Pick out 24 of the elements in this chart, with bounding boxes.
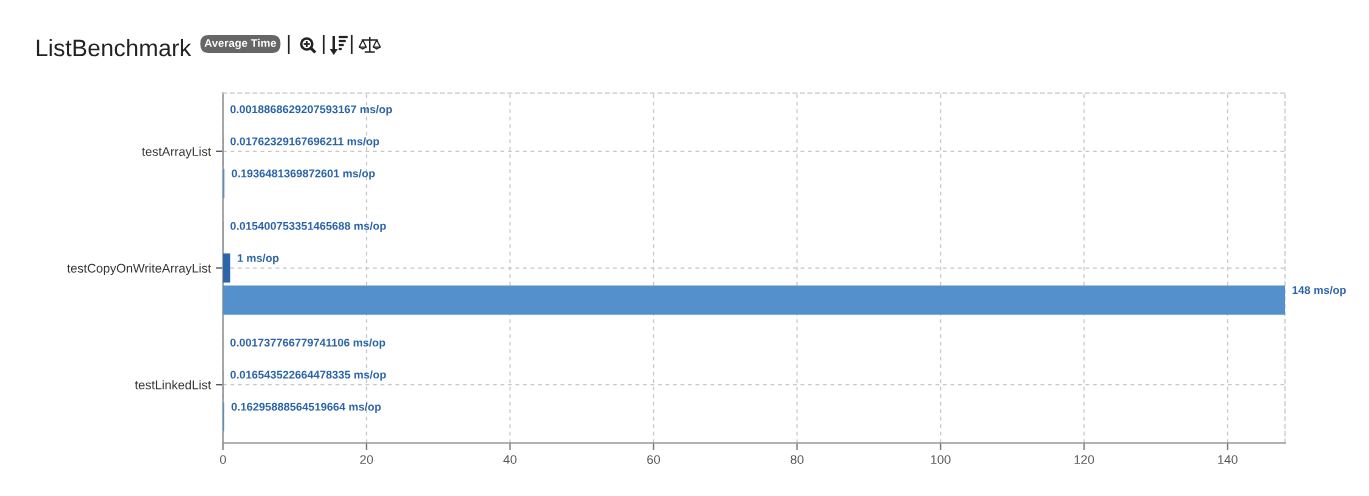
chart-title: ListBenchmark	[36, 39, 192, 57]
x-tick-label: 120	[1074, 455, 1095, 464]
chart-subtitle: Average Time	[204, 38, 277, 50]
y-tick-label: testLinkedList	[134, 380, 212, 390]
y-tick-label: testArrayList	[141, 146, 212, 159]
x-tick-label: 140	[1218, 455, 1238, 464]
data-label: 0.1936481369872601 ms/op	[231, 169, 375, 180]
data-label: 0.01762329167696211 ms/op	[230, 137, 380, 148]
y-tick-label: testCopyOnWriteArrayList	[67, 263, 212, 276]
data-label: 0.015400753351465688 ms/op	[230, 221, 386, 233]
x-tick-label: 0	[220, 455, 226, 464]
x-tick-label: 40	[503, 455, 517, 464]
x-tick-label: 80	[790, 455, 804, 464]
x-tick-label: 60	[647, 455, 660, 464]
x-tick-label: 20	[360, 455, 373, 464]
x-tick-label: 100	[931, 455, 951, 464]
data-label: 0.001737766779741106 ms/op	[230, 338, 386, 349]
data-label: 1 ms/op	[237, 253, 279, 265]
data-label: 0.0018868629207593167 ms/op	[230, 105, 392, 116]
data-label: 148 ms/op	[1292, 285, 1346, 297]
data-label: 0.016543522664478335 ms/op	[230, 370, 386, 381]
data-label: 0.16295888564519664 ms/op	[231, 402, 381, 413]
bar	[223, 285, 1285, 315]
bar	[223, 253, 231, 283]
